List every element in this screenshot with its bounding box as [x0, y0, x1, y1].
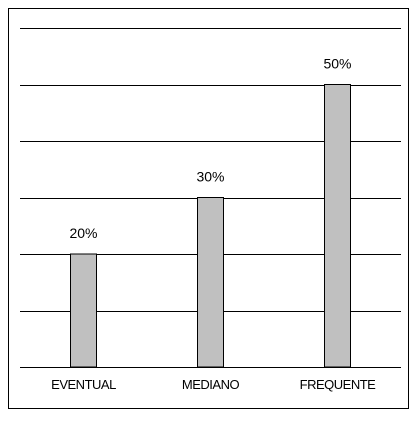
data-label-mediano: 30% [196, 169, 224, 185]
category-label-frequente: FREQUENTE [300, 377, 377, 392]
bar-eventual [71, 254, 97, 367]
category-label-mediano: MEDIANO [182, 377, 240, 392]
bar-frequente [325, 85, 351, 368]
category-tick-labels: EVENTUAL MEDIANO FREQUENTE [51, 377, 376, 392]
bar-mediano [198, 198, 224, 368]
category-label-eventual: EVENTUAL [51, 377, 116, 392]
data-label-frequente: 50% [323, 56, 351, 72]
data-label-eventual: 20% [69, 225, 97, 241]
